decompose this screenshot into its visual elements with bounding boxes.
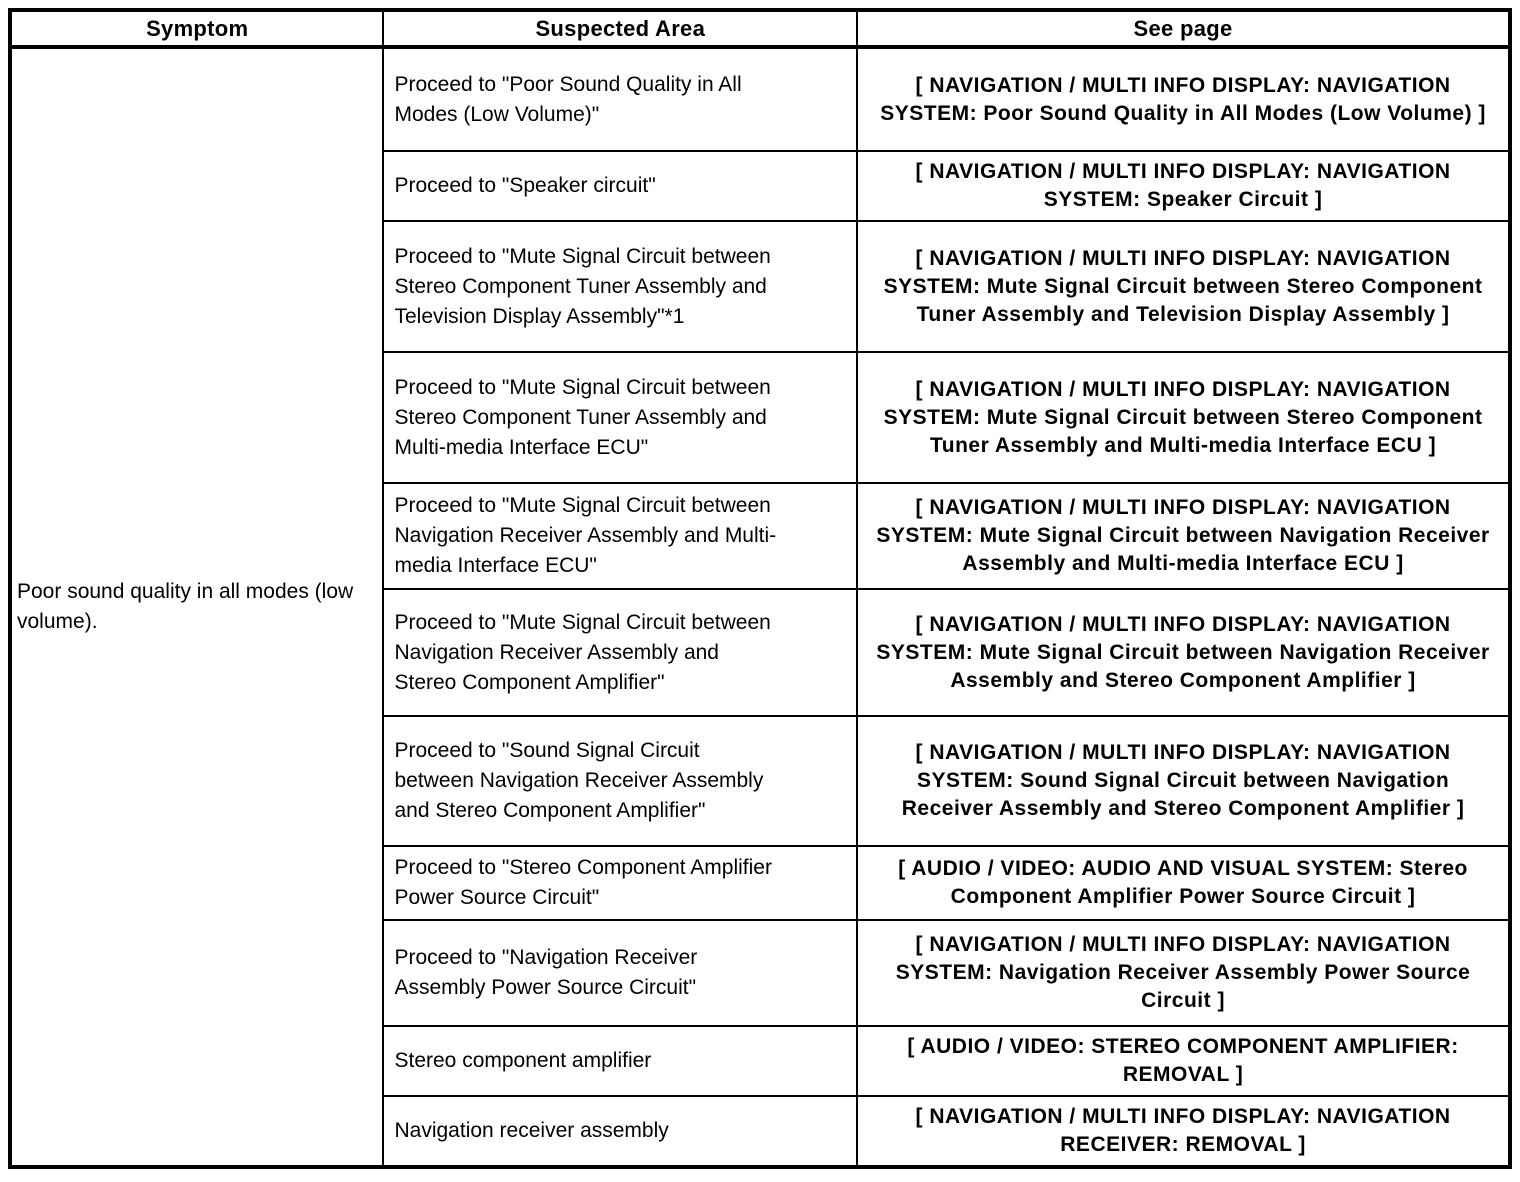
- suspected-area-text: Proceed to "Stereo Component Amplifier P…: [394, 856, 772, 909]
- suspected-area-cell: Proceed to "Poor Sound Quality in All Mo…: [382, 46, 859, 152]
- table-row: Proceed to "Speaker circuit" [ NAVIGATION…: [10, 150, 1511, 222]
- suspected-area-cell: Proceed to "Mute Signal Circuit between …: [382, 351, 859, 484]
- see-page-cell: [ NAVIGATION / MULTI INFO DISPLAY: NAVIG…: [856, 150, 1511, 222]
- see-page-cell: [ AUDIO / VIDEO: STEREO COMPONENT AMPLIF…: [856, 1025, 1511, 1097]
- table-row: Proceed to "Mute Signal Circuit between …: [10, 482, 1511, 590]
- suspected-area-text: Navigation receiver assembly: [394, 1119, 669, 1142]
- suspected-area-text: Proceed to "Mute Signal Circuit between …: [394, 375, 771, 459]
- see-page-cell: [ NAVIGATION / MULTI INFO DISPLAY: NAVIG…: [856, 588, 1511, 717]
- see-page-cell: [ NAVIGATION / MULTI INFO DISPLAY: NAVIG…: [856, 482, 1511, 590]
- symptom-cell: Poor sound quality in all modes (low vol…: [8, 46, 385, 1168]
- table-row: Stereo component amplifier [ AUDIO / VIDE…: [10, 1025, 1511, 1097]
- header-see-page: See page: [856, 9, 1511, 49]
- see-page-cell: [ NAVIGATION / MULTI INFO DISPLAY: NAVIG…: [856, 46, 1511, 152]
- symptom-diagnosis-table: Symptom Suspected Area See page Poor sou…: [8, 8, 1512, 1169]
- table-row: Poor sound quality in all modes (low vol…: [8, 46, 1511, 1168]
- suspected-area-cell: Proceed to "Mute Signal Circuit between …: [382, 588, 859, 717]
- see-page-cell: [ NAVIGATION / MULTI INFO DISPLAY: NAVIG…: [856, 919, 1511, 1027]
- suspected-area-text: Stereo component amplifier: [394, 1049, 652, 1072]
- suspected-area-cell: Proceed to "Stereo Component Amplifier P…: [382, 845, 859, 921]
- suspected-area-cell: Proceed to "Navigation Receiver Assembly…: [382, 919, 859, 1027]
- table-row: Proceed to "Stereo Component Amplifier P…: [10, 845, 1511, 921]
- table-row: Proceed to "Sound Signal Circuit between…: [10, 715, 1511, 847]
- header-suspected-area: Suspected Area: [382, 9, 859, 49]
- suspected-area-cell: Navigation receiver assembly: [382, 1095, 859, 1168]
- see-page-cell: [ NAVIGATION / MULTI INFO DISPLAY: NAVIG…: [856, 1095, 1511, 1168]
- table-row: Proceed to "Mute Signal Circuit between …: [10, 588, 1511, 717]
- suspected-area-text: Proceed to "Poor Sound Quality in All Mo…: [394, 72, 742, 126]
- header-symptom: Symptom: [8, 9, 385, 49]
- see-page-cell: [ NAVIGATION / MULTI INFO DISPLAY: NAVIG…: [856, 220, 1511, 353]
- see-page-cell: [ NAVIGATION / MULTI INFO DISPLAY: NAVIG…: [856, 351, 1511, 484]
- suspected-area-text: Proceed to "Speaker circuit": [394, 174, 656, 197]
- table-row: Proceed to "Navigation Receiver Assembly…: [10, 919, 1511, 1027]
- see-page-cell: [ NAVIGATION / MULTI INFO DISPLAY: NAVIG…: [856, 715, 1511, 847]
- suspected-area-cell: Proceed to "Sound Signal Circuit between…: [382, 715, 859, 847]
- suspected-area-text: Proceed to "Mute Signal Circuit between …: [394, 610, 771, 694]
- table-row: Navigation receiver assembly [ NAVIGATION…: [10, 1095, 1511, 1168]
- table-row: Proceed to "Mute Signal Circuit between …: [10, 220, 1511, 353]
- suspected-area-cell: Stereo component amplifier: [382, 1025, 859, 1097]
- suspected-area-cell: Proceed to "Mute Signal Circuit between …: [382, 220, 859, 353]
- suspected-area-cell: Proceed to "Speaker circuit": [382, 150, 859, 222]
- suspected-area-cell: Proceed to "Mute Signal Circuit between …: [382, 482, 859, 590]
- suspected-area-text: Proceed to "Navigation Receiver Assembly…: [394, 946, 698, 999]
- table-body: Poor sound quality in all modes (low vol…: [8, 46, 1511, 1168]
- suspected-area-text: Proceed to "Mute Signal Circuit between …: [394, 494, 777, 577]
- table-row: Proceed to "Mute Signal Circuit between …: [10, 351, 1511, 484]
- suspected-area-text: Proceed to "Mute Signal Circuit between …: [394, 244, 771, 328]
- see-page-cell: [ AUDIO / VIDEO: AUDIO AND VISUAL SYSTEM…: [856, 845, 1511, 921]
- header-row: Symptom Suspected Area See page: [8, 9, 1511, 49]
- suspected-area-text: Proceed to "Sound Signal Circuit between…: [394, 739, 764, 822]
